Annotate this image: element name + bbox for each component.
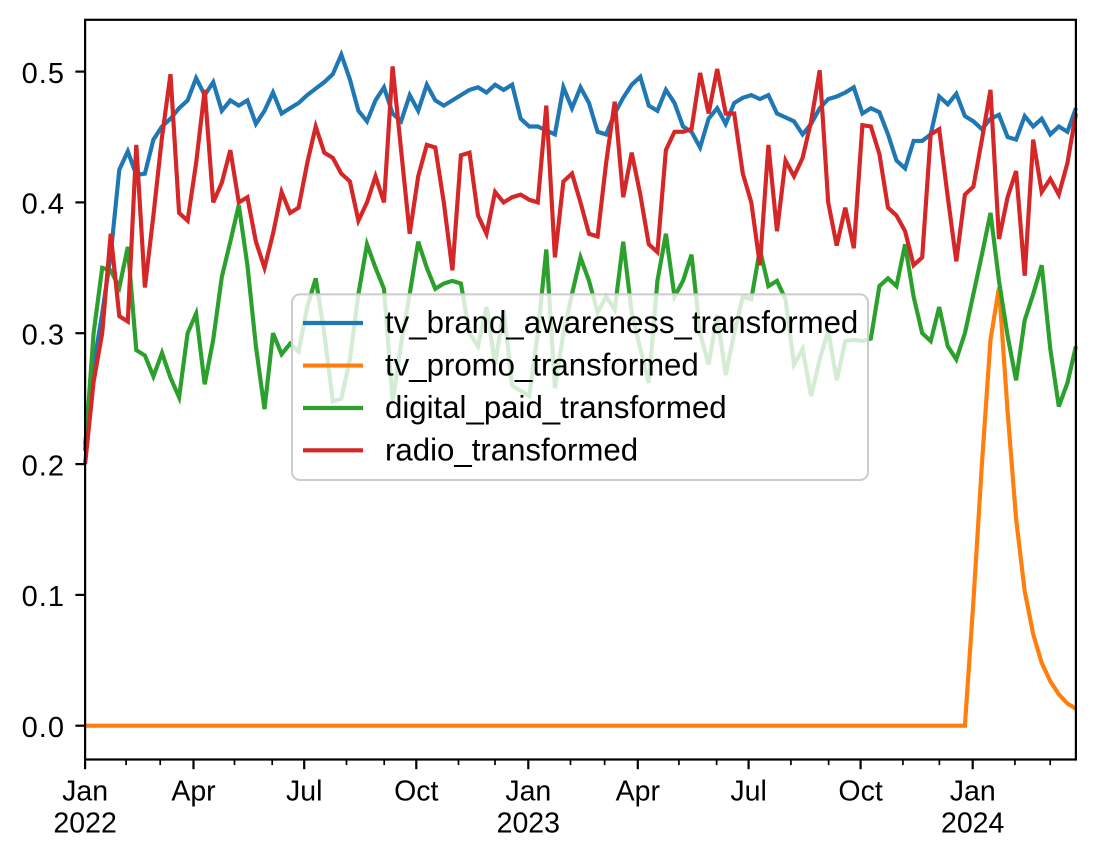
svg-text:2024: 2024	[941, 808, 1005, 840]
svg-text:0.0: 0.0	[22, 712, 65, 744]
svg-text:Jul: Jul	[286, 776, 322, 808]
svg-text:2023: 2023	[497, 808, 560, 840]
svg-text:0.2: 0.2	[22, 450, 65, 482]
svg-text:Oct: Oct	[838, 776, 882, 808]
svg-text:0.1: 0.1	[22, 581, 65, 613]
svg-text:Oct: Oct	[394, 776, 438, 808]
svg-text:Jul: Jul	[730, 776, 766, 808]
svg-text:tv_brand_awareness_transformed: tv_brand_awareness_transformed	[385, 305, 858, 340]
svg-text:Apr: Apr	[171, 776, 216, 808]
svg-text:digital_paid_transformed: digital_paid_transformed	[385, 390, 727, 425]
svg-text:Jan: Jan	[950, 776, 996, 808]
svg-text:2022: 2022	[53, 808, 116, 840]
svg-text:Jan: Jan	[505, 776, 551, 808]
svg-text:Apr: Apr	[616, 776, 661, 808]
svg-text:radio_transformed: radio_transformed	[385, 432, 638, 467]
svg-text:0.5: 0.5	[22, 58, 65, 90]
svg-text:0.3: 0.3	[22, 320, 65, 352]
svg-text:Jan: Jan	[62, 776, 108, 808]
svg-text:tv_promo_transformed: tv_promo_transformed	[385, 348, 699, 383]
svg-text:0.4: 0.4	[22, 189, 65, 221]
